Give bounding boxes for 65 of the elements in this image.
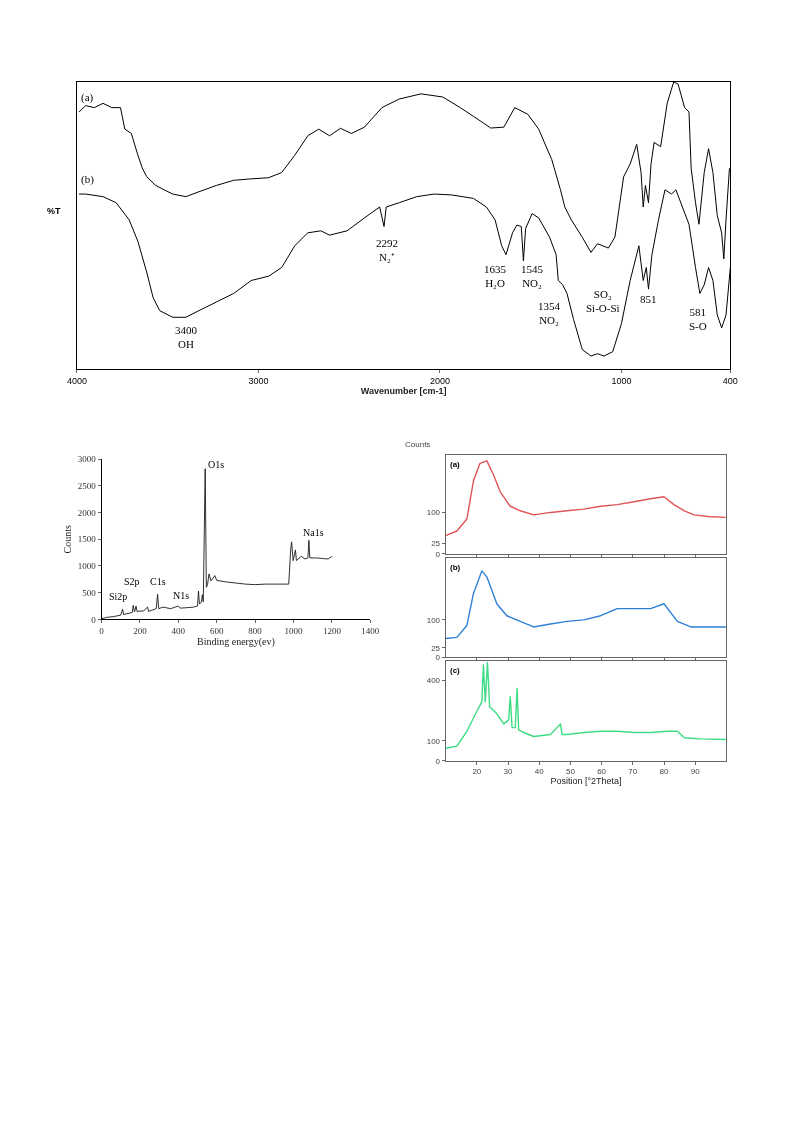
annotation: 2292 N₂⁺	[376, 237, 398, 264]
series-label: (a)	[81, 91, 94, 104]
y-tick-label: 0	[435, 653, 441, 663]
x-tick-label: 600	[209, 626, 224, 637]
x-axis-title: Binding energy(ev)	[196, 636, 275, 649]
annotation: 1635 H₂O	[484, 263, 507, 290]
y-tick-label: 100	[426, 736, 441, 746]
x-tick-label: 70	[628, 767, 638, 777]
x-tick-label: 400	[171, 626, 186, 637]
y-tick-label: 100	[426, 615, 441, 625]
x-tick-label: 0	[99, 626, 105, 637]
y-axis-title: Counts	[61, 524, 73, 554]
line-series	[445, 661, 727, 750]
x-tick-label: 90	[690, 767, 701, 777]
y-tick-label: 100	[426, 508, 441, 518]
y-tick-label: 500	[82, 587, 97, 598]
y-tick-label: 25	[431, 539, 441, 549]
y-tick-label: 0	[435, 756, 441, 766]
y-tick-label: 0	[91, 614, 97, 625]
x-tick-label: 20	[472, 767, 482, 777]
annotation: SO₂ Si-O-Si	[586, 288, 620, 315]
y-axis-title: Counts	[405, 440, 431, 449]
annotation: S2p	[124, 576, 140, 587]
x-tick-label: 60	[597, 767, 607, 777]
annotation: 581 S-O	[689, 306, 707, 333]
x-tick-label: 1000	[611, 375, 632, 386]
annotation: O1s	[208, 459, 225, 470]
y-axis-title: %T	[47, 206, 61, 216]
y-tick-label: 25	[431, 643, 441, 653]
x-tick-label: 80	[659, 767, 669, 777]
x-tick-label: 30	[503, 767, 514, 777]
x-tick-label: 40	[534, 767, 545, 777]
x-tick-label: 800	[248, 626, 263, 637]
line-series	[445, 460, 727, 537]
text: (b)	[450, 563, 461, 572]
text: (a)	[450, 460, 461, 469]
text: (c)	[450, 666, 461, 675]
annotation: 1354 NO₂	[538, 300, 561, 327]
line-series	[445, 570, 727, 640]
x-tick-label: 1400	[361, 626, 380, 637]
x-axis-title: Wavenumber [cm-1]	[360, 385, 447, 396]
y-tick-label: 1500	[77, 534, 97, 545]
x-tick-label: 50	[565, 767, 576, 777]
y-tick-label: 0	[435, 549, 441, 559]
x-tick-label: 1200	[322, 626, 342, 637]
x-tick-label: 200	[133, 626, 148, 637]
x-axis-title: Position [°2Theta]	[550, 776, 622, 787]
annotation: 851	[640, 293, 657, 305]
annotation: Na1s	[303, 527, 324, 538]
y-tick-label: 2500	[77, 480, 97, 491]
annotation: Si2p	[109, 591, 128, 602]
y-tick-label: 1000	[77, 561, 97, 572]
x-tick-label: 4000	[66, 375, 87, 386]
y-tick-label: 400	[426, 676, 441, 686]
annotation: N1s	[173, 590, 190, 601]
series-label: (b)	[81, 173, 95, 186]
annotation: 3400 OH	[175, 324, 198, 351]
x-tick-label: 1000	[284, 626, 304, 637]
y-tick-label: 3000	[77, 454, 97, 465]
line-series	[101, 468, 333, 620]
y-tick-label: 2000	[77, 507, 97, 518]
annotation: 1545 NO₂	[521, 263, 544, 290]
annotation: C1s	[150, 576, 166, 587]
x-tick-label: 3000	[248, 375, 269, 386]
x-tick-label: 400	[722, 375, 738, 386]
